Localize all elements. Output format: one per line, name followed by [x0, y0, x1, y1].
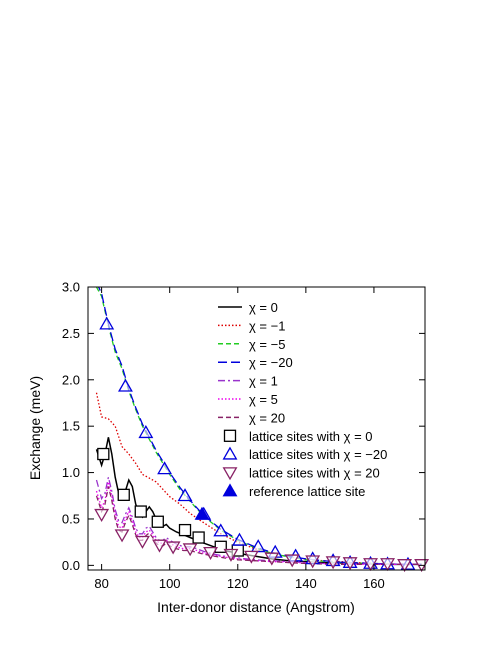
marker-2-5	[182, 543, 198, 557]
y-tick-label: 3.0	[62, 280, 80, 295]
legend-label-0: χ = 0	[249, 300, 278, 315]
x-tick-label: 140	[295, 576, 317, 591]
legend-marker-1	[222, 446, 238, 460]
legend-marker-label-2: lattice sites with χ = 20	[249, 466, 380, 481]
x-tick-label: 120	[227, 576, 249, 591]
x-tick-label: 100	[159, 576, 181, 591]
marker-1-7	[232, 532, 247, 546]
marker-2-6	[203, 546, 218, 561]
marker-2-15	[380, 558, 396, 572]
marker-2-8	[243, 550, 259, 564]
legend-label-6: χ = 20	[249, 410, 285, 425]
marker-0-1	[117, 488, 130, 501]
marker-0-5	[192, 531, 205, 544]
x-axis-label: Inter-donor distance (Angstrom)	[157, 599, 355, 615]
marker-2-10	[284, 554, 300, 568]
marker-1-1	[117, 378, 133, 392]
marker-2-0	[94, 508, 110, 522]
legend-marker-label-3: reference lattice site	[249, 484, 365, 499]
legend-label-4: χ = 1	[249, 374, 278, 389]
marker-2-13	[342, 557, 358, 571]
x-tick-label: 80	[94, 576, 108, 591]
y-tick-label: 1.0	[62, 465, 80, 480]
marker-0-3	[151, 515, 164, 528]
y-tick-label: 1.5	[62, 419, 80, 434]
marker-2-11	[305, 555, 321, 569]
x-tick-label: 160	[363, 576, 385, 591]
marker-2-12	[325, 556, 341, 570]
marker-0-0	[97, 447, 110, 461]
marker-1-4	[177, 488, 193, 502]
marker-2-4	[165, 541, 181, 555]
legend: χ = 0 χ = −1 χ = −5 χ = −20 χ = 1 χ = 5 χ = 20…	[212, 298, 417, 508]
legend-label-1: χ = −1	[249, 318, 285, 333]
y-tick-label: 0.5	[62, 511, 80, 526]
marker-1-3	[157, 461, 173, 475]
series-line-3	[97, 287, 422, 566]
y-tick-label: 0.0	[62, 558, 80, 573]
legend-label-5: χ = 5	[249, 392, 278, 407]
legend-marker-label-0: lattice sites with χ = 0	[249, 429, 373, 444]
y-axis-label: Exchange (meV)	[27, 376, 43, 480]
legend-label-2: χ = −5	[249, 337, 285, 352]
legend-marker-2	[222, 467, 238, 481]
marker-1-0	[99, 316, 115, 330]
marker-2-16	[397, 559, 413, 573]
marker-1-2	[138, 425, 154, 439]
marker-2-9	[264, 552, 280, 566]
y-tick-label: 2.0	[62, 372, 80, 387]
marker-2-3	[152, 539, 167, 553]
marker-0-2	[134, 505, 147, 518]
legend-marker-3	[222, 483, 238, 497]
marker-layer	[94, 316, 430, 573]
plot-frame	[87, 286, 426, 571]
legend-marker-label-1: lattice sites with χ = −20	[249, 447, 387, 462]
marker-0-6	[214, 540, 227, 553]
marker-0-4	[178, 523, 192, 537]
marker-2-1	[114, 529, 130, 543]
legend-marker-0	[223, 429, 237, 442]
marker-2-7	[223, 548, 239, 562]
marker-3-0	[194, 506, 210, 520]
y-tick-label: 2.5	[62, 326, 80, 341]
marker-1-6	[213, 523, 229, 537]
axis-layer: 80 100 120 140 160 0.0 0.5 1.0 1.5 2.0 2.5 3.0	[62, 280, 425, 591]
marker-2-2	[135, 535, 150, 549]
legend-label-3: χ = −20	[249, 355, 293, 370]
series-line-5	[95, 481, 422, 566]
